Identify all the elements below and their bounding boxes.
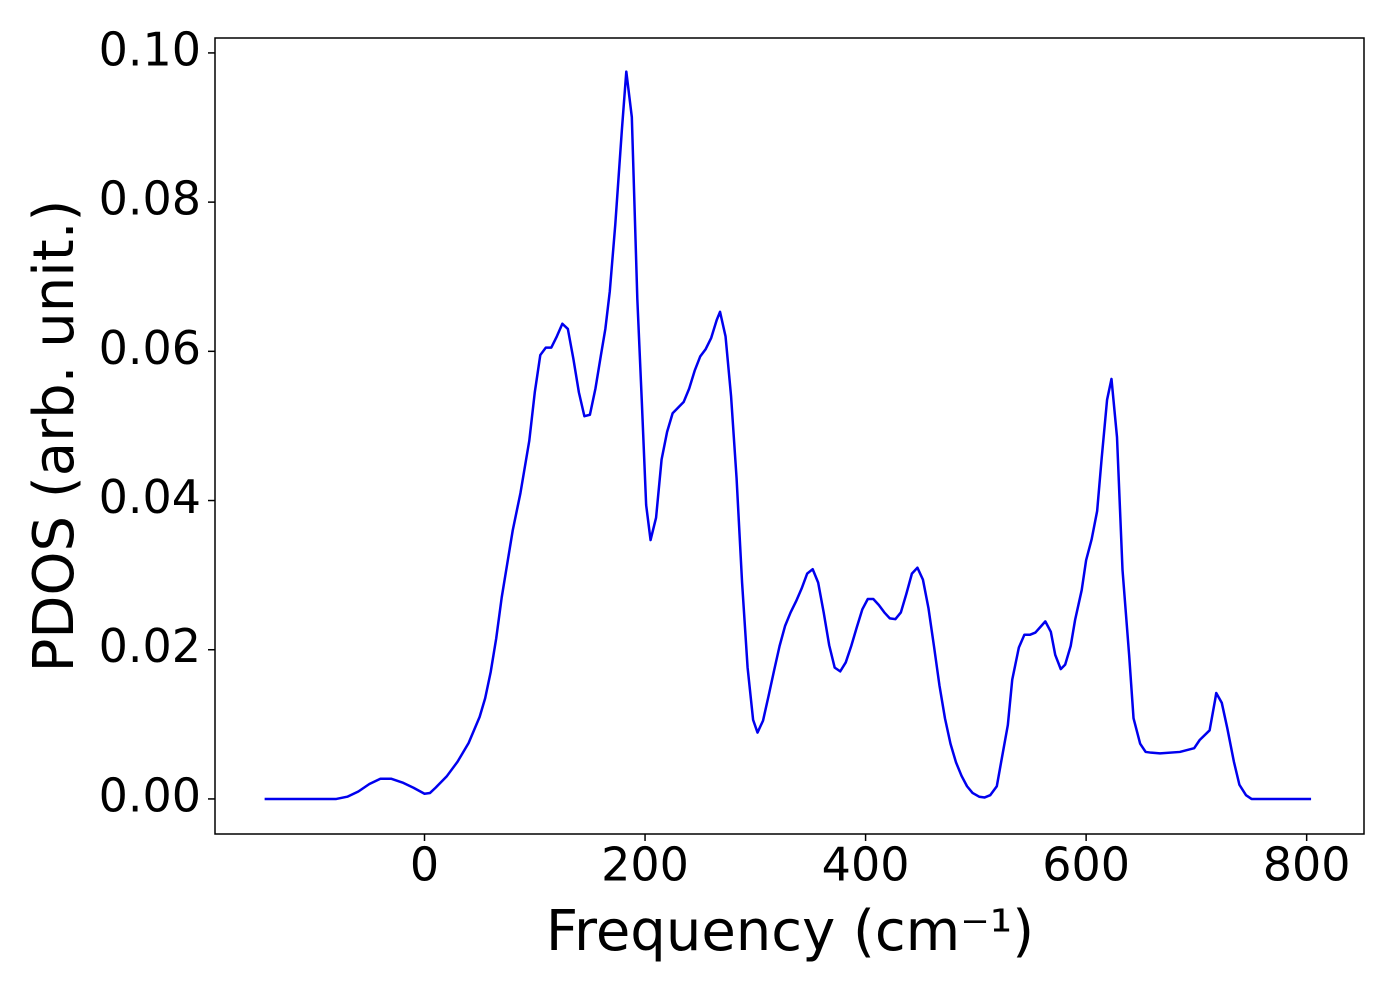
y-axis-label: PDOS (arb. unit.) xyxy=(22,200,87,673)
y-tick-label: 0.08 xyxy=(99,172,201,226)
x-tick-label: 0 xyxy=(410,838,439,892)
plot-frame xyxy=(214,37,1365,835)
y-tick-label: 0.02 xyxy=(99,619,201,673)
y-tick-label: 0.10 xyxy=(99,22,201,76)
data-line xyxy=(264,70,1312,801)
y-tick-label: 0.06 xyxy=(99,321,201,375)
y-tick-label: 0.00 xyxy=(99,768,201,822)
y-tick-label: 0.04 xyxy=(99,470,201,524)
x-tick-label: 600 xyxy=(1042,838,1130,892)
x-tick-label: 200 xyxy=(601,838,689,892)
x-tick-label: 400 xyxy=(822,838,910,892)
x-axis-label: Frequency (cm⁻¹) xyxy=(546,899,1034,964)
x-tick-label: 800 xyxy=(1263,838,1351,892)
